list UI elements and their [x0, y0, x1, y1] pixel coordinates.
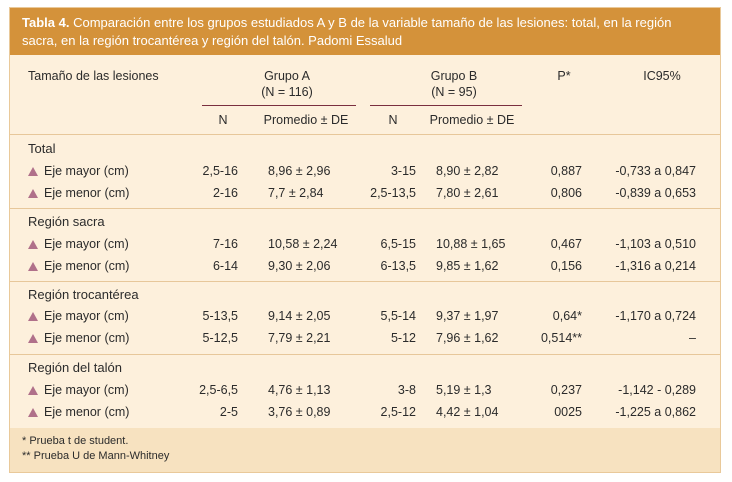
row-label: Eje menor (cm) [28, 258, 129, 274]
cell-p: 0025 [554, 405, 582, 419]
caption-label: Tabla 4. [22, 15, 70, 30]
triangle-bullet-icon [28, 240, 38, 249]
cell-avg-b: 5,19 ± 1,3 [436, 383, 492, 397]
triangle-bullet-icon [28, 312, 38, 321]
row-label: Eje mayor (cm) [28, 163, 129, 179]
cell-n-b: 6,5-15 [380, 237, 416, 251]
row-label: Eje menor (cm) [28, 330, 129, 346]
triangle-bullet-icon [28, 386, 38, 395]
row-label: Eje mayor (cm) [28, 382, 129, 398]
cell-ic95: -0,733 a 0,847 [615, 164, 696, 178]
cell-avg-a: 7,7 ± 2,84 [268, 186, 324, 200]
group-b-rule [370, 105, 522, 106]
subheader-avg-a: Promedio ± DE [263, 113, 349, 127]
cell-ic95: -0,839 a 0,653 [615, 186, 696, 200]
row-label: Eje mayor (cm) [28, 236, 129, 252]
cell-avg-a: 9,14 ± 2,05 [268, 309, 331, 323]
triangle-bullet-icon [28, 408, 38, 417]
group-a-rule [202, 105, 356, 106]
cell-ic95: -1,103 a 0,510 [615, 237, 696, 251]
cell-avg-a: 10,58 ± 2,24 [268, 237, 338, 251]
cell-n-b: 5-12 [390, 331, 416, 345]
cell-n-a: 2,5-16 [202, 164, 238, 178]
footnote-band [10, 428, 720, 472]
cell-avg-b: 8,90 ± 2,82 [436, 164, 499, 178]
header-ic95: IC95% [643, 69, 681, 83]
triangle-bullet-icon [28, 334, 38, 343]
cell-avg-a: 3,76 ± 0,89 [268, 405, 331, 419]
cell-n-b: 2,5-12 [380, 405, 416, 419]
cell-n-a: 5-12,5 [202, 331, 238, 345]
cell-n-a: 5-13,5 [202, 309, 238, 323]
footnote-2: ** Prueba U de Mann-Whitney [22, 450, 170, 462]
cell-avg-a: 8,96 ± 2,96 [268, 164, 331, 178]
cell-p: 0,887 [550, 164, 582, 178]
cell-p: 0,64* [552, 309, 582, 323]
subheader-avg-b: Promedio ± DE [429, 113, 515, 127]
cell-n-a: 6-14 [212, 259, 238, 273]
row-label: Eje menor (cm) [28, 185, 129, 201]
cell-p: 0,237 [550, 383, 582, 397]
header-group-b-n: (N = 95) [431, 85, 477, 99]
cell-ic95: -1,142 - 0,289 [618, 383, 696, 397]
section-title-total: Total [28, 141, 56, 156]
header-group-a-n: (N = 116) [261, 85, 313, 99]
table-figure: Tabla 4. Comparación entre los grupos es… [9, 7, 721, 473]
cell-n-a: 2,5-6,5 [199, 383, 238, 397]
cell-p: 0,467 [550, 237, 582, 251]
cell-n-b: 2,5-13,5 [370, 186, 416, 200]
cell-avg-b: 7,80 ± 2,61 [436, 186, 499, 200]
cell-p: 0,514** [540, 331, 582, 345]
section-divider [10, 281, 720, 282]
header-divider [10, 134, 720, 135]
section-title-talon: Región del talón [28, 360, 122, 375]
section-divider [10, 354, 720, 355]
section-title-trocanterea: Región trocantérea [28, 287, 139, 302]
cell-avg-b: 10,88 ± 1,65 [436, 237, 506, 251]
cell-ic95: -1,225 a 0,862 [615, 405, 696, 419]
cell-p: 0,156 [550, 259, 582, 273]
cell-avg-a: 4,76 ± 1,13 [268, 383, 331, 397]
subheader-n-a: N [218, 113, 228, 127]
triangle-bullet-icon [28, 167, 38, 176]
cell-avg-b: 4,42 ± 1,04 [436, 405, 499, 419]
cell-avg-b: 9,85 ± 1,62 [436, 259, 499, 273]
subheader-n-b: N [388, 113, 398, 127]
cell-avg-a: 7,79 ± 2,21 [268, 331, 331, 345]
cell-avg-a: 9,30 ± 2,06 [268, 259, 331, 273]
cell-ic95: – [689, 331, 696, 345]
cell-n-b: 3-8 [397, 383, 416, 397]
header-size: Tamaño de las lesiones [28, 69, 159, 83]
cell-ic95: -1,170 a 0,724 [615, 309, 696, 323]
header-group-a: Grupo A [264, 69, 310, 83]
cell-avg-b: 7,96 ± 1,62 [436, 331, 499, 345]
cell-n-a: 2-16 [212, 186, 238, 200]
row-label: Eje menor (cm) [28, 404, 129, 420]
cell-n-b: 5,5-14 [380, 309, 416, 323]
cell-n-a: 7-16 [212, 237, 238, 251]
cell-n-b: 3-15 [390, 164, 416, 178]
section-divider [10, 208, 720, 209]
cell-ic95: -1,316 a 0,214 [615, 259, 696, 273]
cell-n-b: 6-13,5 [380, 259, 416, 273]
cell-n-a: 2-5 [219, 405, 238, 419]
header-group-b: Grupo B [430, 69, 478, 83]
triangle-bullet-icon [28, 262, 38, 271]
table-caption: Tabla 4. Comparación entre los grupos es… [10, 8, 720, 55]
cell-p: 0,806 [550, 186, 582, 200]
caption-text: Comparación entre los grupos estudiados … [22, 15, 672, 48]
triangle-bullet-icon [28, 189, 38, 198]
section-title-sacra: Región sacra [28, 214, 105, 229]
cell-avg-b: 9,37 ± 1,97 [436, 309, 499, 323]
footnote-1: * Prueba t de student. [22, 435, 129, 447]
row-label: Eje mayor (cm) [28, 308, 129, 324]
header-p: P* [557, 69, 571, 83]
